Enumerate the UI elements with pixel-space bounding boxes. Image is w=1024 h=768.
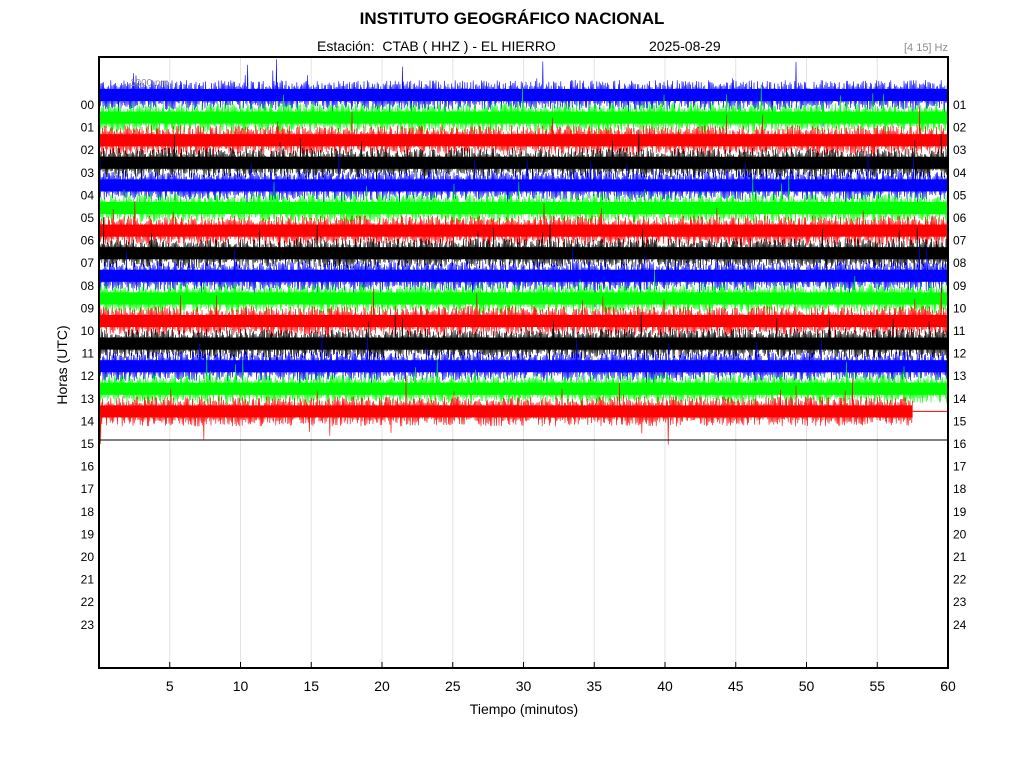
trace-core-hour-00	[100, 89, 948, 101]
trace-core-hour-08	[100, 270, 948, 282]
y-tick-left-17: 17	[81, 482, 95, 496]
x-tick-50: 50	[799, 678, 815, 694]
y-tick-right-05: 05	[953, 188, 967, 202]
y-tick-right-03: 03	[953, 143, 967, 157]
x-tick-10: 10	[233, 678, 249, 694]
y-tick-left-19: 19	[81, 527, 95, 541]
y-tick-right-11: 11	[953, 324, 966, 338]
y-tick-left-12: 12	[81, 369, 95, 383]
x-tick-40: 40	[657, 678, 673, 694]
y-tick-left-20: 20	[81, 550, 95, 564]
y-tick-left-23: 23	[81, 618, 95, 632]
trace-core-hour-07	[100, 247, 948, 259]
trace-core-hour-04	[100, 179, 948, 191]
x-tick-25: 25	[445, 678, 461, 694]
trace-core-hour-12	[100, 360, 948, 372]
y-tick-left-10: 10	[81, 324, 95, 338]
x-axis-label: Tiempo (minutos)	[0, 701, 1024, 717]
x-tick-45: 45	[728, 678, 744, 694]
x-tick-20: 20	[374, 678, 390, 694]
y-tick-left-21: 21	[81, 573, 95, 587]
y-tick-left-13: 13	[81, 392, 95, 406]
y-tick-right-07: 07	[953, 234, 967, 248]
y-axis-label: Horas (UTC)	[54, 325, 70, 404]
trace-core-hour-13	[100, 383, 948, 395]
amplitude-scale-label: 1000 nm	[130, 78, 169, 89]
y-tick-right-12: 12	[953, 347, 967, 361]
y-tick-right-02: 02	[953, 121, 967, 135]
y-tick-left-16: 16	[81, 460, 95, 474]
y-tick-right-14: 14	[953, 392, 967, 406]
trace-core-hour-06	[100, 225, 948, 237]
y-ticks-left: 00 01 02 03 04 05 06 07 08 09 10 11 12 13 14 15 16 17 18 19…	[81, 98, 95, 632]
y-tick-left-00: 00	[81, 98, 95, 112]
y-tick-right-17: 17	[953, 460, 967, 474]
y-tick-left-06: 06	[81, 234, 95, 248]
x-ticks: 5 10 15 20 25 30 35 40 45 50 55 60	[166, 662, 956, 694]
y-tick-left-05: 05	[81, 211, 95, 225]
trace-core-hour-03	[100, 157, 948, 169]
y-tick-left-01: 01	[81, 121, 95, 135]
x-tick-30: 30	[516, 678, 532, 694]
y-tick-right-08: 08	[953, 256, 967, 270]
y-tick-left-09: 09	[81, 301, 95, 315]
trace-core-hour-09	[100, 292, 948, 304]
y-tick-right-19: 19	[953, 505, 967, 519]
y-tick-left-11: 11	[82, 347, 95, 361]
y-tick-left-18: 18	[81, 505, 95, 519]
y-tick-right-22: 22	[953, 573, 967, 587]
trace-core-hour-05	[100, 202, 948, 214]
y-tick-left-04: 04	[81, 188, 95, 202]
y-tick-left-14: 14	[81, 414, 95, 428]
y-tick-left-02: 02	[81, 143, 95, 157]
y-tick-left-03: 03	[81, 166, 95, 180]
y-tick-right-10: 10	[953, 301, 967, 315]
x-tick-55: 55	[869, 678, 885, 694]
y-tick-right-16: 16	[953, 437, 967, 451]
trace-core-hour-10	[100, 315, 948, 327]
y-tick-right-09: 09	[953, 279, 967, 293]
x-tick-15: 15	[303, 678, 319, 694]
y-tick-right-15: 15	[953, 414, 967, 428]
y-tick-left-22: 22	[81, 595, 95, 609]
y-tick-right-23: 23	[953, 595, 967, 609]
x-tick-60: 60	[940, 678, 956, 694]
y-ticks-right: 01 02 03 04 05 06 07 08 09 10 11 12 13 14 15 16 17 18 19 20…	[953, 98, 967, 632]
trace-core-hour-01	[100, 112, 948, 124]
y-tick-right-21: 21	[953, 550, 967, 564]
trace-core-hour-02	[100, 134, 948, 146]
y-tick-right-04: 04	[953, 166, 967, 180]
x-tick-5: 5	[166, 678, 174, 694]
y-tick-left-15: 15	[81, 437, 95, 451]
y-tick-right-20: 20	[953, 527, 967, 541]
y-tick-right-01: 01	[953, 98, 967, 112]
y-tick-right-06: 06	[953, 211, 967, 225]
y-tick-right-18: 18	[953, 482, 967, 496]
y-tick-left-07: 07	[81, 256, 95, 270]
seismic-traces	[100, 59, 948, 444]
trace-core-hour-14	[100, 405, 913, 417]
y-tick-right-13: 13	[953, 369, 967, 383]
x-tick-35: 35	[586, 678, 602, 694]
y-tick-right-24: 24	[953, 618, 967, 632]
y-tick-left-08: 08	[81, 279, 95, 293]
